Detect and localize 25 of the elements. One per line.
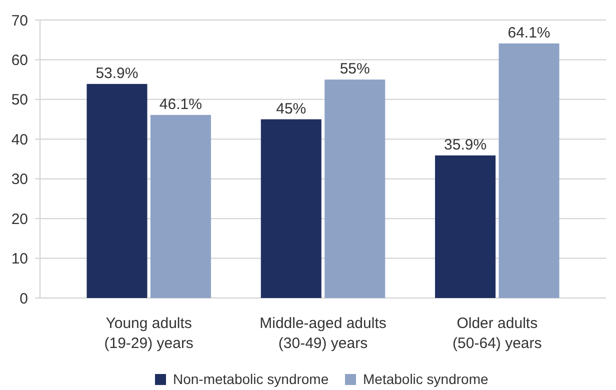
y-tick-label: 20: [11, 210, 28, 228]
y-tick-label: 70: [11, 12, 28, 30]
data-label: 35.9%: [444, 136, 487, 154]
data-label: 55%: [340, 60, 370, 78]
y-tick-label: 0: [20, 290, 28, 308]
data-label: 46.1%: [159, 96, 202, 113]
data-label: 53.9%: [96, 64, 138, 82]
y-tick-label: 50: [11, 92, 28, 109]
y-tick-label: 10: [11, 250, 28, 268]
x-tick-label: Young adults (19-29) years: [104, 315, 194, 352]
bar: [86, 84, 148, 298]
bar: [324, 80, 386, 298]
x-tick-label: Middle-aged adults (30-49) years: [260, 315, 386, 352]
y-tick-label: 30: [11, 171, 28, 188]
data-label: 64.1%: [508, 24, 550, 42]
data-label: 45%: [276, 100, 306, 118]
legend-label: Non-metabolic syndrome: [173, 371, 329, 387]
y-tick-label: 60: [11, 52, 28, 69]
bar: [260, 119, 322, 298]
bar: [435, 155, 496, 298]
x-tick-label: Older adults (50-64) years: [452, 315, 542, 352]
bar: [498, 43, 560, 298]
y-tick-label: 40: [11, 131, 28, 148]
legend-label: Metabolic syndrome: [363, 371, 488, 387]
bar: [150, 114, 211, 298]
